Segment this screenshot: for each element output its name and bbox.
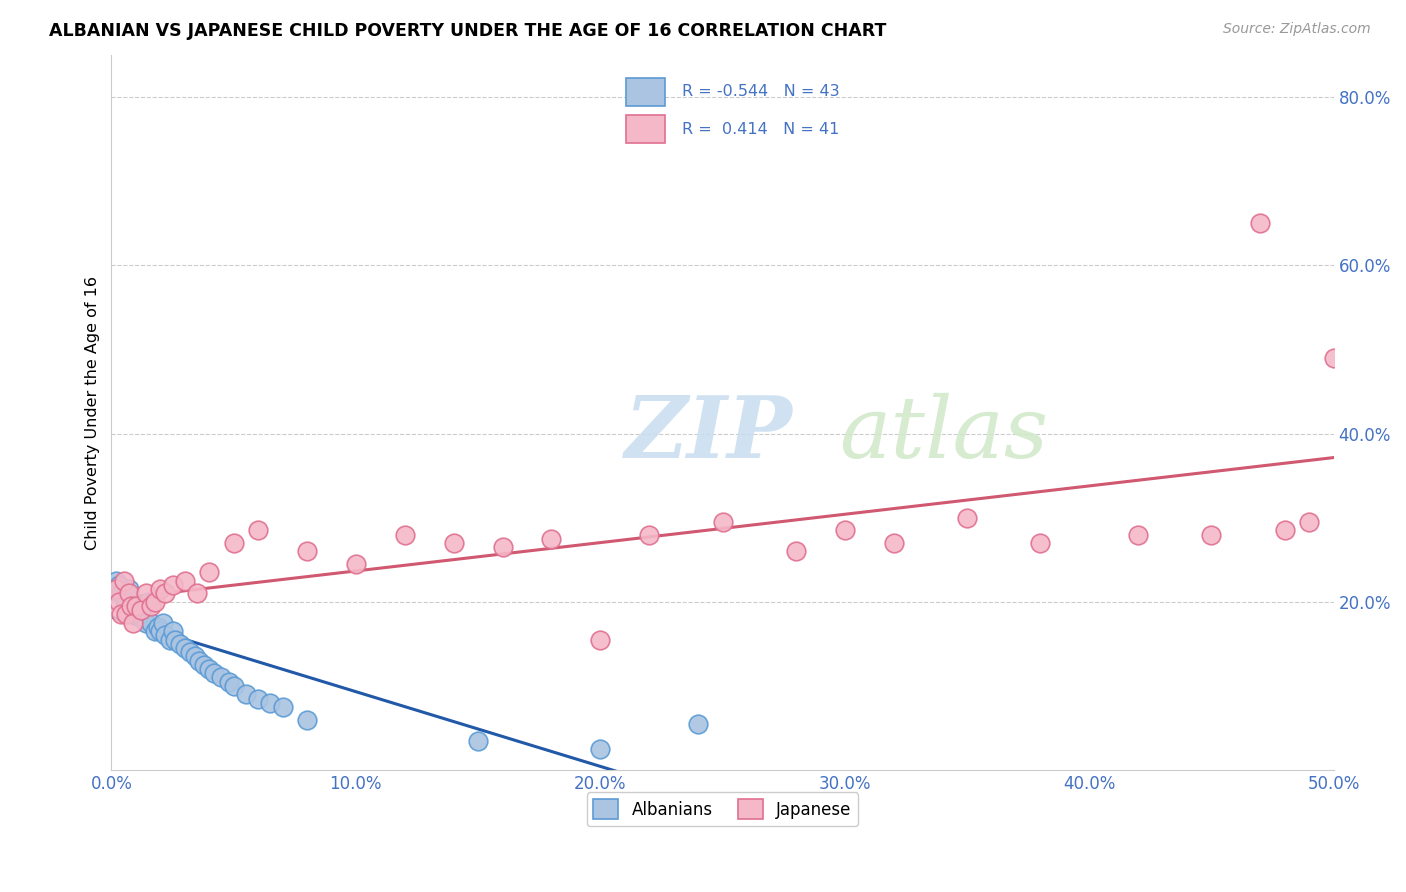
Point — [235, 687, 257, 701]
Point — [135, 615, 157, 630]
Point — [112, 574, 135, 588]
Point — [186, 586, 208, 600]
Point — [188, 654, 211, 668]
Point — [711, 515, 734, 529]
Point — [139, 615, 162, 630]
Point — [1126, 527, 1149, 541]
Y-axis label: Child Poverty Under the Age of 16: Child Poverty Under the Age of 16 — [86, 276, 100, 549]
Point — [202, 666, 225, 681]
Text: ALBANIAN VS JAPANESE CHILD POVERTY UNDER THE AGE OF 16 CORRELATION CHART: ALBANIAN VS JAPANESE CHILD POVERTY UNDER… — [49, 22, 887, 40]
Point — [152, 615, 174, 630]
Point — [107, 595, 129, 609]
Point — [135, 586, 157, 600]
Point — [110, 586, 132, 600]
Point — [222, 679, 245, 693]
Point — [105, 574, 128, 588]
Point — [163, 632, 186, 647]
Point — [589, 632, 612, 647]
Point — [110, 607, 132, 622]
Point — [129, 603, 152, 617]
Point — [271, 700, 294, 714]
Point — [785, 544, 807, 558]
Point — [1274, 524, 1296, 538]
Point — [145, 624, 167, 639]
Point — [136, 595, 159, 609]
Point — [491, 540, 513, 554]
Point — [132, 612, 155, 626]
Point — [162, 578, 184, 592]
Point — [112, 591, 135, 605]
Point — [120, 599, 142, 613]
Point — [173, 641, 195, 656]
Text: Source: ZipAtlas.com: Source: ZipAtlas.com — [1223, 22, 1371, 37]
Point — [139, 599, 162, 613]
Point — [222, 536, 245, 550]
Point — [183, 649, 205, 664]
Point — [834, 524, 856, 538]
Point — [956, 510, 979, 524]
Point — [115, 607, 138, 622]
Point — [129, 607, 152, 622]
Point — [198, 566, 221, 580]
Point — [295, 544, 318, 558]
Text: ZIP: ZIP — [624, 392, 793, 475]
Point — [1029, 536, 1052, 550]
Text: atlas: atlas — [838, 392, 1047, 475]
Point — [120, 599, 142, 613]
Point — [127, 603, 149, 617]
Point — [1298, 515, 1320, 529]
Point — [394, 527, 416, 541]
Point — [153, 628, 176, 642]
Point — [1201, 527, 1223, 541]
Point — [117, 582, 139, 597]
Point — [467, 733, 489, 747]
Point — [247, 691, 270, 706]
Point — [247, 524, 270, 538]
Point — [125, 599, 148, 613]
Point — [295, 713, 318, 727]
Point — [540, 532, 562, 546]
Point — [122, 615, 145, 630]
Point — [122, 603, 145, 617]
Point — [344, 557, 367, 571]
Point — [218, 674, 240, 689]
Point — [146, 620, 169, 634]
Point — [688, 716, 710, 731]
Point — [1249, 216, 1271, 230]
Point — [443, 536, 465, 550]
Point — [589, 742, 612, 756]
Point — [117, 586, 139, 600]
Point — [103, 582, 125, 597]
Point — [193, 657, 215, 672]
Point — [162, 624, 184, 639]
Point — [149, 624, 172, 639]
Point — [1323, 351, 1346, 365]
Point — [179, 645, 201, 659]
Point — [198, 662, 221, 676]
Point — [153, 586, 176, 600]
Point — [173, 574, 195, 588]
Point — [883, 536, 905, 550]
Point — [169, 637, 191, 651]
Legend: Albanians, Japanese: Albanians, Japanese — [586, 792, 858, 826]
Point — [149, 582, 172, 597]
Point — [145, 595, 167, 609]
Point — [107, 578, 129, 592]
Point — [259, 696, 281, 710]
Point — [638, 527, 661, 541]
Point — [115, 595, 138, 609]
Point — [159, 632, 181, 647]
Point — [105, 582, 128, 597]
Point — [125, 607, 148, 622]
Point — [209, 671, 232, 685]
